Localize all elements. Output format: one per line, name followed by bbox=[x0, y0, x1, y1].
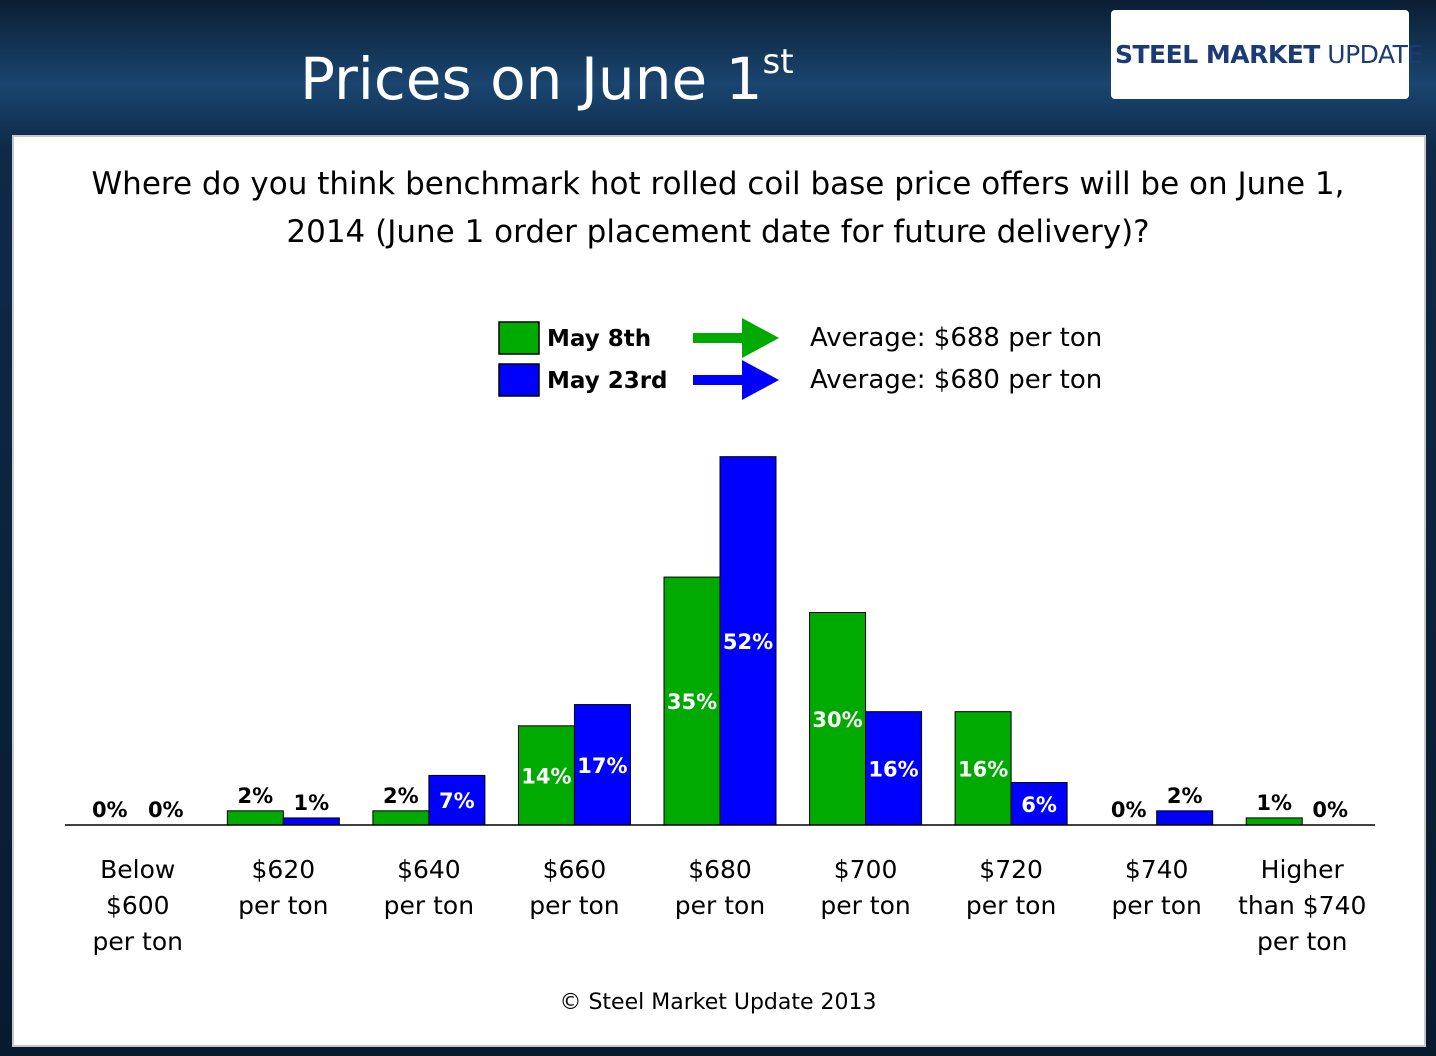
legend-label: May 8th bbox=[547, 326, 651, 352]
data-label: 2% bbox=[238, 784, 274, 808]
bar bbox=[1156, 810, 1214, 826]
bar bbox=[809, 612, 867, 826]
legend-annotation: Average: $688 per ton bbox=[810, 323, 1102, 353]
bar bbox=[663, 576, 721, 826]
legend-arrow bbox=[693, 318, 779, 358]
data-label: 30% bbox=[812, 708, 862, 732]
data-label: 2% bbox=[1167, 784, 1203, 808]
data-label: 16% bbox=[868, 757, 918, 781]
data-label: 17% bbox=[577, 754, 627, 778]
chart-title: Where do you think benchmark hot rolled … bbox=[91, 166, 1345, 250]
x-tick-label: $720 per ton bbox=[965, 855, 1057, 920]
data-label: 6% bbox=[1021, 793, 1057, 817]
bar bbox=[226, 810, 284, 826]
x-tick-label: $680 per ton bbox=[674, 855, 766, 920]
data-label: 7% bbox=[439, 789, 475, 813]
logo-bold: STEEL MARKET bbox=[1115, 40, 1320, 69]
data-label: 0% bbox=[92, 798, 128, 822]
title-text: Prices on June 1 bbox=[300, 45, 763, 113]
data-label: 16% bbox=[958, 757, 1008, 781]
x-tick-label: Higher than $740 per ton bbox=[1238, 855, 1367, 956]
x-tick-label: $740 per ton bbox=[1111, 855, 1202, 920]
x-tick-label: Below $600 per ton bbox=[92, 855, 183, 956]
legend-swatch bbox=[498, 321, 540, 355]
bar bbox=[865, 711, 923, 826]
logo: STEEL MARKET UPDATE bbox=[1111, 10, 1423, 99]
bar bbox=[1245, 817, 1303, 826]
data-label: 0% bbox=[1312, 798, 1348, 822]
footer: © Steel Market Update 2013 bbox=[559, 990, 877, 1015]
bar bbox=[1010, 782, 1068, 826]
x-tick-label: $640 per ton bbox=[383, 855, 475, 920]
bar bbox=[428, 774, 486, 826]
title-sup: st bbox=[762, 42, 794, 82]
data-label: 14% bbox=[521, 764, 571, 788]
data-label: 1% bbox=[294, 791, 330, 815]
slide-title: Prices on June 1st bbox=[300, 22, 794, 119]
data-label: 35% bbox=[667, 690, 717, 714]
legend-arrow bbox=[693, 360, 779, 400]
legend-annotation: Average: $680 per ton bbox=[810, 365, 1102, 395]
data-label: 52% bbox=[723, 630, 773, 654]
data-label: 1% bbox=[1256, 791, 1292, 815]
data-label: 0% bbox=[148, 798, 184, 822]
x-tick-label: $620 per ton bbox=[238, 855, 329, 920]
bar bbox=[719, 456, 777, 826]
data-label: 0% bbox=[1111, 798, 1147, 822]
x-tick-label: $660 per ton bbox=[529, 855, 620, 920]
bar bbox=[573, 704, 631, 826]
x-tick-label: $700 per ton bbox=[820, 855, 911, 920]
data-label: 2% bbox=[383, 784, 419, 808]
bar bbox=[282, 817, 340, 826]
bar bbox=[517, 725, 575, 826]
bar bbox=[372, 810, 430, 826]
legend-swatch bbox=[498, 363, 540, 397]
logo-text: STEEL MARKET UPDATE bbox=[1115, 40, 1423, 69]
logo-light: UPDATE bbox=[1327, 40, 1423, 69]
legend-label: May 23rd bbox=[547, 368, 668, 394]
